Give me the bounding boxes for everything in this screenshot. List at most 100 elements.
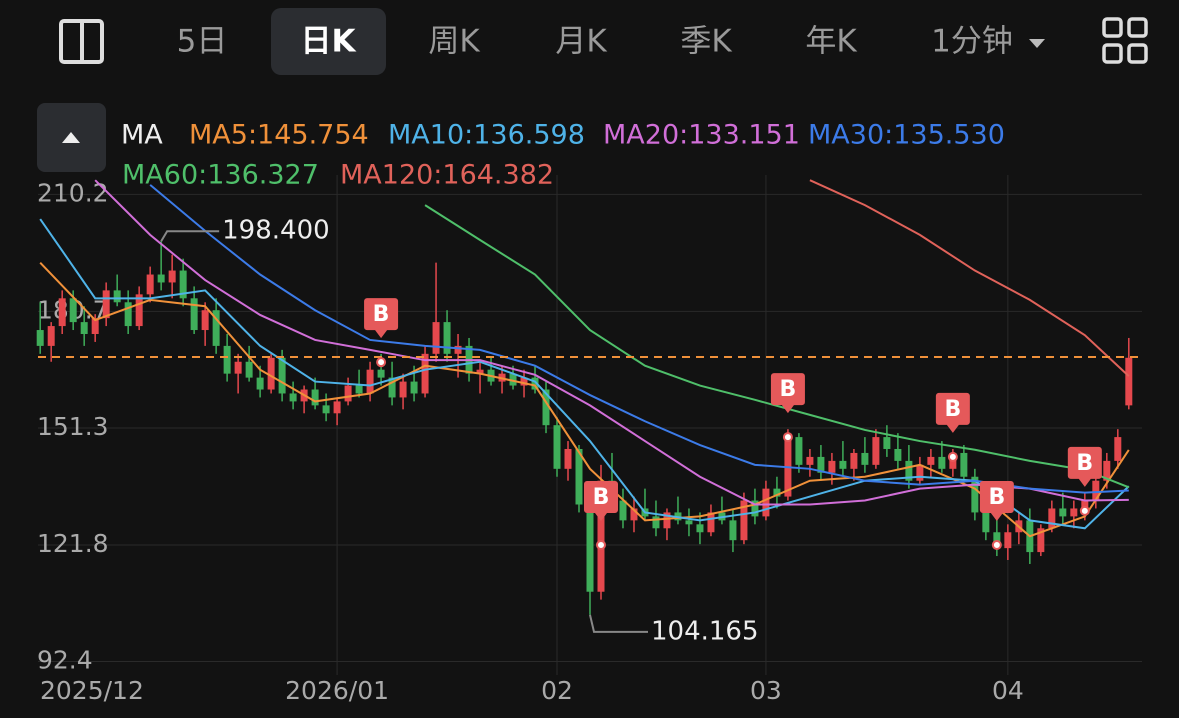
ma-line: [39, 261, 1130, 538]
candle-body: [454, 345, 462, 354]
candle-body: [927, 456, 935, 465]
marker-badge: [935, 392, 970, 433]
marker-label: B: [944, 397, 961, 422]
tab[interactable]: 日K: [300, 24, 356, 60]
candle-body: [960, 452, 968, 477]
marker-dot: [595, 539, 606, 550]
candle-body: [1092, 480, 1100, 501]
marker-dot: [991, 539, 1002, 550]
candle-body: [773, 488, 781, 497]
candle-body: [201, 310, 209, 331]
marker-dot: [947, 451, 958, 462]
candle-body: [938, 456, 946, 469]
candle-body: [344, 385, 352, 402]
candle-body: [520, 377, 528, 386]
candle-body: [91, 318, 99, 335]
candle-body: [1103, 460, 1111, 481]
candle-body: [916, 464, 924, 481]
candle-body: [740, 500, 748, 541]
candle-body: [762, 488, 770, 517]
candle-body: [630, 508, 638, 521]
candle-body: [652, 516, 660, 529]
candle-body: [1048, 508, 1056, 529]
candle-body: [542, 389, 550, 426]
candle-body: [388, 377, 396, 398]
tab[interactable]: 年K: [805, 24, 857, 60]
candle-body: [289, 393, 297, 402]
candle-body: [696, 524, 704, 533]
candle-body: [245, 361, 253, 378]
tab[interactable]: 季K: [680, 24, 732, 60]
marker-badge: [1067, 446, 1102, 487]
tab-selected-bg: [271, 8, 386, 75]
tab[interactable]: 月K: [555, 24, 607, 60]
marker-label: B: [780, 377, 797, 402]
panel-toggle-icon[interactable]: [59, 19, 104, 64]
candle-body: [58, 298, 66, 327]
candle-body: [366, 369, 374, 394]
marker-badge: [770, 373, 805, 414]
candle-body: [751, 500, 759, 517]
tab[interactable]: 周K: [428, 24, 480, 60]
candle-body: [311, 389, 319, 406]
candle-body: [894, 448, 902, 461]
marker-label: B: [988, 485, 1005, 510]
candle-body: [146, 274, 154, 295]
candle-body: [410, 381, 418, 394]
candle-body: [168, 270, 176, 283]
annotation-leader: [160, 230, 220, 242]
candle-body: [663, 512, 671, 529]
candle-body: [190, 298, 198, 331]
tab[interactable]: 5日: [177, 24, 228, 60]
legend-entry: MA120:164.382: [340, 160, 554, 191]
marker-dot: [1079, 505, 1090, 516]
candle-body: [421, 353, 429, 394]
candle-body: [333, 401, 341, 414]
marker-label: B: [373, 302, 390, 327]
annotation-leader: [589, 614, 648, 633]
candle-body: [278, 357, 286, 394]
tab[interactable]: 1分钟: [931, 24, 1013, 60]
y-tick-label: 151.3: [37, 412, 109, 441]
legend-entry: MA60:136.327: [122, 160, 319, 191]
candle-body: [564, 448, 572, 469]
candle-body: [157, 274, 165, 283]
x-tick-label: 03: [750, 676, 782, 705]
candle-body: [212, 310, 220, 346]
ma-line: [39, 218, 1130, 530]
candle-body: [1070, 508, 1078, 517]
candle-body: [135, 294, 143, 327]
marker-label: B: [593, 485, 610, 510]
y-tick-label: 210.2: [37, 178, 109, 207]
candle-body: [795, 437, 803, 465]
candle-body: [553, 425, 561, 469]
dropdown-caret[interactable]: [1029, 39, 1045, 48]
marker-label: B: [1076, 451, 1093, 476]
candle-body: [234, 361, 242, 374]
candle-body: [685, 520, 693, 525]
candle-body: [377, 369, 385, 378]
candle-body: [36, 330, 44, 346]
candle-body: [707, 512, 715, 533]
candle-body: [839, 460, 847, 469]
layout-icon[interactable]: [1102, 17, 1148, 64]
candle-body: [597, 480, 605, 592]
candle-body: [80, 322, 88, 335]
candle-body: [322, 405, 330, 414]
candle-body: [113, 290, 121, 303]
annotation-label: 198.400: [222, 216, 330, 246]
ma-line: [809, 179, 1130, 377]
candle-body: [1081, 500, 1089, 509]
candle-body: [476, 369, 484, 374]
y-tick-label: 121.8: [37, 529, 109, 558]
candle-body: [828, 460, 836, 473]
candle-body: [399, 381, 407, 398]
legend-entry: MA20:133.151: [603, 120, 800, 151]
legend-entry: MA30:135.530: [808, 120, 1005, 151]
candle-body: [850, 452, 858, 469]
candle-body: [267, 357, 275, 390]
candle-body: [729, 520, 737, 541]
candle-body: [982, 512, 990, 533]
marker-badge: [583, 480, 618, 521]
